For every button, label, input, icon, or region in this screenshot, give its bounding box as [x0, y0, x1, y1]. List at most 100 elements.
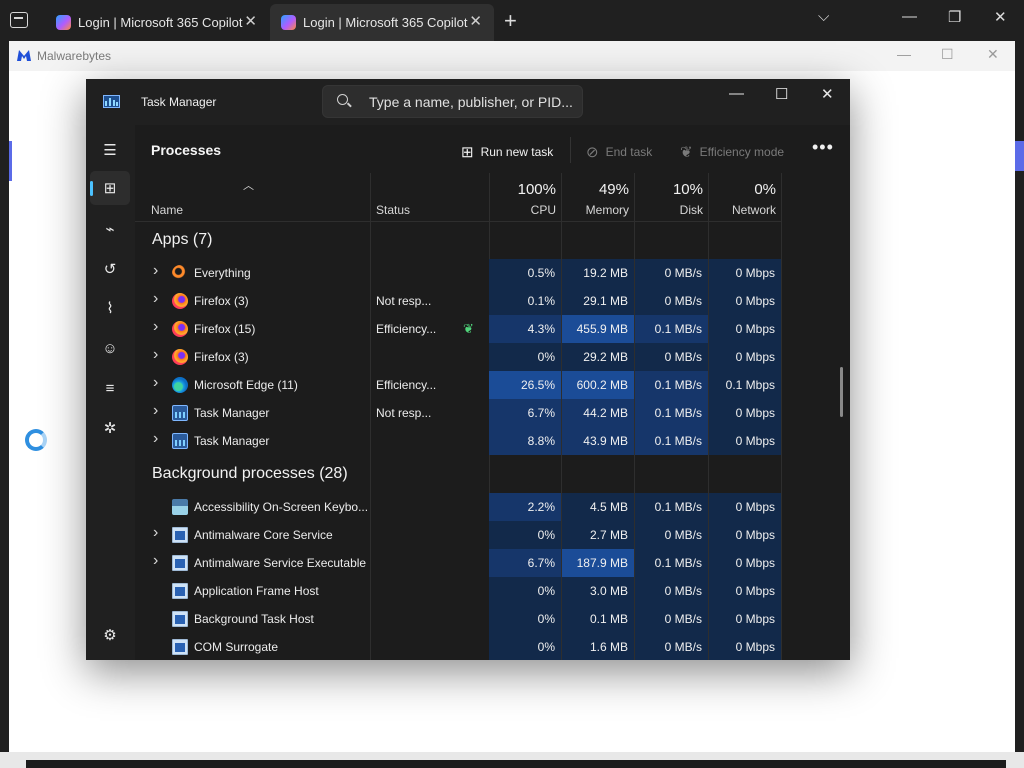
expand-chevron-icon[interactable]: › — [153, 262, 159, 279]
expand-chevron-icon[interactable]: › — [153, 430, 159, 447]
expand-chevron-icon[interactable]: › — [153, 524, 159, 541]
process-row[interactable]: › Firefox (15) Efficiency... ❦ 4.3% 455.9 MB 0… — [135, 315, 781, 343]
browser-close-button[interactable]: ✕ — [994, 9, 1007, 26]
column-header-network[interactable]: Network — [731, 203, 776, 217]
process-name: Firefox (3) — [194, 294, 249, 308]
process-name: Task Manager — [194, 406, 270, 420]
task-manager-window: Task Manager — ☐ ✕ ☰ ⊞ ⌁ ↺ ⌇ ☺ ≡ ✲ ⚙ Pro… — [86, 79, 850, 660]
edge-icon — [172, 377, 188, 393]
tab-list-dropdown-icon[interactable]: ⌵ — [818, 8, 830, 25]
task-manager-logo-icon — [103, 95, 120, 108]
cpu-cell: 0.5% — [489, 259, 561, 287]
mem-cell: 29.2 MB — [562, 343, 634, 371]
process-table: ︿ Name Status 100% CPU 49% Memory 10% Di… — [135, 173, 850, 660]
mem-cell: 29.1 MB — [562, 287, 634, 315]
tab-actions-icon[interactable] — [10, 12, 28, 28]
browser-tab-2[interactable]: Login | Microsoft 365 Copilot ✕ — [270, 4, 494, 41]
mem-cell: 0.1 MB — [562, 605, 634, 633]
process-row[interactable]: › Firefox (3) 0% 29.2 MB 0 MB/s 0 Mbps — [135, 343, 781, 371]
process-search-input[interactable] — [369, 93, 574, 111]
close-tab-icon[interactable]: ✕ — [469, 13, 482, 30]
column-header-cpu[interactable]: CPU — [530, 203, 556, 217]
malwarebytes-maximize-button[interactable]: ☐ — [941, 46, 954, 62]
loading-spinner-icon — [25, 429, 47, 451]
service-window-icon — [172, 639, 188, 655]
process-row[interactable]: › Everything 0.5% 19.2 MB 0 MB/s 0 Mbps — [135, 259, 781, 287]
browser-tab-1[interactable]: Login | Microsoft 365 Copilot ✕ — [45, 4, 269, 41]
expand-chevron-icon[interactable]: › — [153, 290, 159, 307]
process-row[interactable]: Accessibility On-Screen Keybo... 2.2% 4.5 … — [135, 493, 781, 521]
nav-users[interactable]: ☺ — [90, 331, 130, 365]
processes-icon: ⊞ — [103, 180, 117, 197]
tm-minimize-button[interactable]: — — [729, 85, 744, 102]
cpu-cell: 0% — [489, 521, 561, 549]
process-row[interactable]: › Task Manager Not resp... 6.7% 44.2 MB 0.1 M… — [135, 399, 781, 427]
column-divider — [634, 173, 635, 660]
process-name: Antimalware Core Service — [194, 528, 333, 542]
disk-cell: 0.1 MB/s — [635, 549, 708, 577]
net-cell: 0 Mbps — [709, 605, 781, 633]
browser-restore-button[interactable]: ❐ — [948, 9, 962, 26]
memory-total-percent[interactable]: 49% — [598, 181, 629, 198]
column-divider — [781, 173, 782, 660]
column-header-name[interactable]: Name — [151, 203, 184, 217]
browser-tab-bar: Login | Microsoft 365 Copilot ✕ Login | … — [0, 0, 1024, 41]
process-row[interactable]: › Antimalware Service Executable 6.7% 187.9… — [135, 549, 781, 577]
expand-chevron-icon[interactable]: › — [153, 374, 159, 391]
expand-chevron-icon[interactable]: › — [153, 346, 159, 363]
run-new-task-button[interactable]: ⊞ Run new task — [461, 143, 553, 161]
nav-settings[interactable]: ⚙ — [90, 618, 130, 652]
column-header-status[interactable]: Status — [376, 203, 411, 217]
task-manager-title: Task Manager — [141, 95, 217, 109]
nav-menu-button[interactable]: ☰ — [90, 133, 130, 167]
net-cell: 0 Mbps — [709, 259, 781, 287]
disk-total-percent[interactable]: 10% — [672, 181, 703, 198]
cpu-cell: 6.7% — [489, 549, 561, 577]
malwarebytes-titlebar: Malwarebytes — ☐ ✕ — [9, 41, 1015, 71]
efficiency-leaf-icon: ❦ — [680, 144, 693, 161]
process-row[interactable]: Background Task Host 0% 0.1 MB 0 MB/s 0 Mbps — [135, 605, 781, 633]
disk-cell: 0 MB/s — [635, 343, 708, 371]
nav-details[interactable]: ≡ — [90, 371, 130, 405]
nav-services[interactable]: ✲ — [90, 411, 130, 445]
malwarebytes-logo-icon — [17, 50, 31, 61]
expand-chevron-icon[interactable]: › — [153, 402, 159, 419]
nav-processes[interactable]: ⊞ — [90, 171, 130, 205]
nav-startup-apps[interactable]: ⌇ — [90, 291, 130, 325]
process-row[interactable]: Application Frame Host 0% 3.0 MB 0 MB/s 0 Mb… — [135, 577, 781, 605]
tm-close-button[interactable]: ✕ — [821, 86, 834, 103]
cpu-total-percent[interactable]: 100% — [517, 181, 556, 198]
process-name: Background Task Host — [194, 612, 314, 626]
process-search-box[interactable] — [322, 85, 583, 118]
net-cell: 0 Mbps — [709, 315, 781, 343]
nav-app-history[interactable]: ↺ — [90, 252, 130, 286]
tm-maximize-button[interactable]: ☐ — [775, 86, 789, 103]
efficiency-mode-button[interactable]: ❦ Efficiency mode — [680, 143, 784, 161]
browser-minimize-button[interactable]: — — [902, 8, 917, 25]
network-total-percent[interactable]: 0% — [754, 181, 776, 198]
details-icon: ≡ — [105, 379, 115, 397]
process-name: Task Manager — [194, 434, 270, 448]
run-new-task-label: Run new task — [480, 145, 554, 159]
process-row[interactable]: › Firefox (3) Not resp... 0.1% 29.1 MB 0 MB/s… — [135, 287, 781, 315]
malwarebytes-minimize-button[interactable]: — — [897, 46, 911, 62]
process-row[interactable]: COM Surrogate 0% 1.6 MB 0 MB/s 0 Mbps — [135, 633, 781, 660]
new-tab-button[interactable]: + — [504, 8, 517, 33]
expand-chevron-icon[interactable]: › — [153, 552, 159, 569]
malwarebytes-close-button[interactable]: ✕ — [987, 46, 999, 62]
service-window-icon — [172, 611, 188, 627]
end-task-button[interactable]: ⊘ End task — [586, 143, 652, 161]
task-manager-nav: ☰ ⊞ ⌁ ↺ ⌇ ☺ ≡ ✲ ⚙ — [86, 125, 135, 660]
process-row[interactable]: › Antimalware Core Service 0% 2.7 MB 0 MB/s 0… — [135, 521, 781, 549]
expand-chevron-icon[interactable]: › — [153, 318, 159, 335]
column-header-disk[interactable]: Disk — [679, 203, 703, 217]
scrollbar-thumb[interactable] — [840, 367, 843, 417]
service-window-icon — [172, 555, 188, 571]
column-header-memory[interactable]: Memory — [585, 203, 629, 217]
more-options-button[interactable]: ••• — [812, 137, 834, 157]
process-row[interactable]: › Microsoft Edge (11) Efficiency... 26.5% 60… — [135, 371, 781, 399]
process-row[interactable]: › Task Manager 8.8% 43.9 MB 0.1 MB/s 0 Mbps — [135, 427, 781, 455]
column-divider — [708, 173, 709, 660]
nav-performance[interactable]: ⌁ — [90, 212, 130, 246]
close-tab-icon[interactable]: ✕ — [244, 13, 257, 30]
